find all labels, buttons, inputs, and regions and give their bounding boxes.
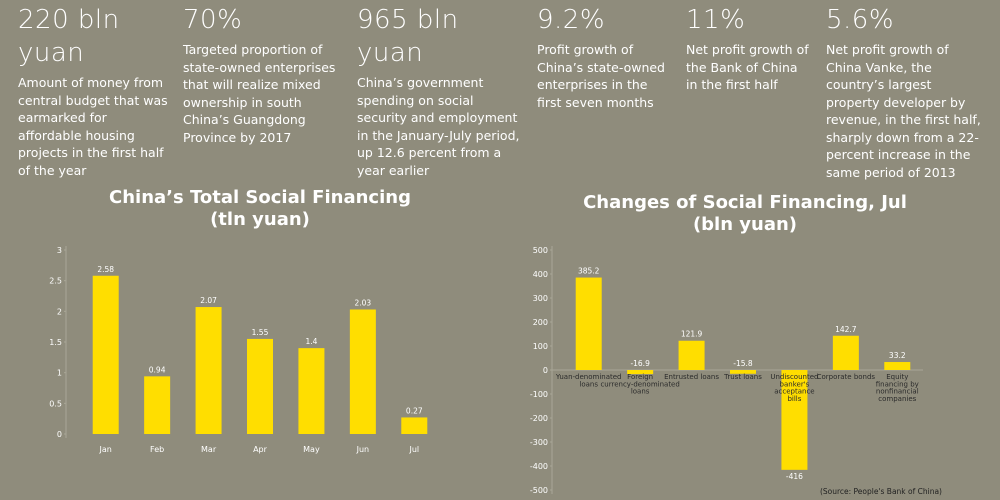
x-tick-label: Jun bbox=[356, 445, 370, 454]
bar bbox=[92, 275, 119, 434]
x-tick-label: Jan bbox=[99, 445, 112, 454]
stat-figure: 70% bbox=[183, 5, 243, 35]
y-tick-label: 1.5 bbox=[49, 338, 62, 347]
y-tick-label: -300 bbox=[530, 438, 548, 447]
x-tick-label: Trust loans bbox=[723, 373, 762, 381]
stat-text: Amount of money from central budget that… bbox=[18, 75, 168, 178]
chart-title: China’s Total Social Financing bbox=[109, 187, 411, 208]
stat: 5.6% Net profit growth of China Vanke, th… bbox=[826, 4, 986, 181]
stat: 70% Targeted proportion of state-owned en… bbox=[183, 4, 343, 146]
y-tick-label: -100 bbox=[530, 390, 548, 399]
stat-text: Targeted proportion of state-owned enter… bbox=[183, 42, 336, 145]
value-label: 0.94 bbox=[149, 365, 166, 374]
x-tick-label: Feb bbox=[150, 445, 164, 454]
x-tick-label: Apr bbox=[253, 445, 268, 454]
y-tick-label: 0 bbox=[543, 366, 548, 375]
stat-figure: 220 bln yuan bbox=[18, 5, 120, 68]
value-label: 33.2 bbox=[889, 351, 906, 360]
value-label: -16.9 bbox=[630, 359, 650, 368]
x-tick-label: Entrusted loans bbox=[664, 373, 719, 381]
value-label: 0.27 bbox=[406, 406, 423, 415]
x-tick-label: May bbox=[303, 445, 320, 454]
stat: 220 bln yuan Amount of money from central… bbox=[18, 4, 173, 179]
x-tick-label: Jul bbox=[408, 445, 419, 454]
source: (Source: People's Bank of China) bbox=[820, 487, 942, 496]
x-tick-label: Undiscounted banker's acceptance bills bbox=[770, 373, 818, 403]
x-tick-label: Mar bbox=[201, 445, 217, 454]
value-label: -416 bbox=[786, 472, 803, 481]
y-tick-label: 100 bbox=[533, 342, 548, 351]
y-tick-label: 3 bbox=[57, 246, 62, 255]
value-label: 385.2 bbox=[578, 267, 600, 276]
y-tick-label: -500 bbox=[530, 486, 548, 495]
chart-subtitle: (bln yuan) bbox=[693, 214, 797, 235]
stat-text: China’s government spending on social se… bbox=[357, 75, 520, 178]
value-label: 1.4 bbox=[305, 337, 317, 346]
y-tick-label: 2.5 bbox=[49, 277, 62, 286]
bar bbox=[144, 376, 171, 434]
x-tick-label: Equity financing by nonfinancial companies bbox=[876, 373, 919, 403]
y-tick-label: 2 bbox=[57, 307, 62, 316]
stat-figure: 965 bln yuan bbox=[357, 5, 459, 68]
bar bbox=[575, 277, 602, 370]
bar bbox=[832, 335, 859, 370]
x-tick-label: Yuan-denominated loans bbox=[555, 373, 622, 388]
stat-text: Profit growth of China’s state-owned ent… bbox=[537, 42, 665, 110]
value-label: 142.7 bbox=[835, 325, 857, 334]
y-tick-label: 0 bbox=[57, 430, 62, 439]
x-tick-label: Corporate bonds bbox=[817, 373, 876, 381]
x-tick-label: Foreign currency-denominated loans bbox=[600, 373, 679, 396]
stat-text: Net profit growth of the Bank of China i… bbox=[686, 42, 809, 92]
bar bbox=[730, 370, 756, 374]
stat-figure: 5.6% bbox=[826, 5, 895, 35]
y-tick-label: 0.5 bbox=[49, 399, 62, 408]
stat-figure: 9.2% bbox=[537, 5, 606, 35]
chart-title: Changes of Social Financing, Jul bbox=[583, 192, 907, 213]
value-label: -15.8 bbox=[733, 359, 753, 368]
bar bbox=[195, 307, 222, 434]
stat: 9.2% Profit growth of China’s state-owned… bbox=[537, 4, 672, 111]
value-label: 121.9 bbox=[681, 330, 703, 339]
y-tick-label: 300 bbox=[533, 294, 548, 303]
stat: 965 bln yuan China’s government spending … bbox=[357, 4, 527, 179]
bar bbox=[349, 309, 376, 434]
y-tick-label: 1 bbox=[57, 369, 62, 378]
y-tick-label: 500 bbox=[533, 246, 548, 255]
chart-subtitle: (tln yuan) bbox=[210, 209, 310, 230]
value-label: 2.03 bbox=[355, 298, 372, 307]
bar bbox=[627, 370, 654, 375]
bar bbox=[781, 370, 808, 470]
y-tick-label: 400 bbox=[533, 270, 548, 279]
bar bbox=[298, 348, 325, 434]
value-label: 2.58 bbox=[97, 265, 114, 274]
bar bbox=[678, 340, 705, 370]
bar bbox=[247, 338, 273, 434]
value-label: 2.07 bbox=[200, 296, 217, 305]
value-label: 1.55 bbox=[252, 328, 269, 337]
stat: 11% Net profit growth of the Bank of Chin… bbox=[686, 4, 811, 94]
bar bbox=[401, 417, 428, 434]
bar bbox=[884, 362, 911, 370]
y-tick-label: 200 bbox=[533, 318, 548, 327]
stat-text: Net profit growth of China Vanke, the co… bbox=[826, 42, 981, 180]
y-tick-label: -400 bbox=[530, 462, 548, 471]
y-tick-label: -200 bbox=[530, 414, 548, 423]
stat-figure: 11% bbox=[686, 5, 746, 35]
